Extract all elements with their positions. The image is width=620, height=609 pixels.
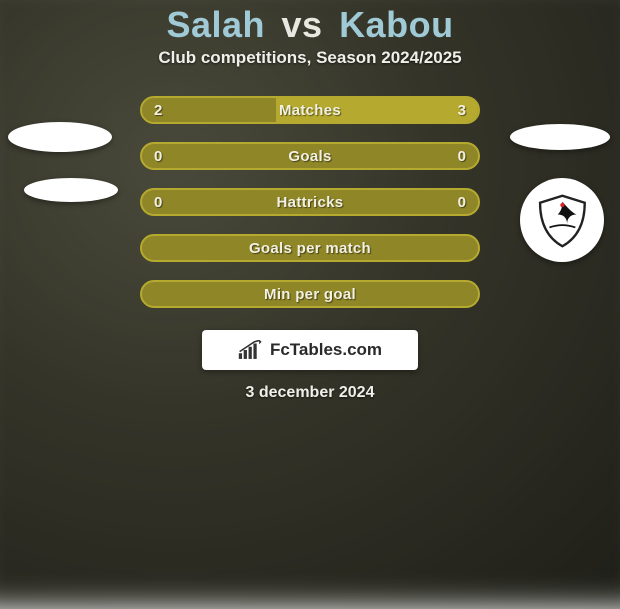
stat-label: Goals per match bbox=[249, 240, 371, 257]
player1-club-badge-2 bbox=[24, 178, 118, 202]
shield-icon bbox=[533, 191, 592, 250]
stat-row: 2 Matches 3 bbox=[140, 96, 480, 124]
stat-row: 0 Hattricks 0 bbox=[140, 188, 480, 216]
stat-label: Hattricks bbox=[277, 194, 344, 211]
player2-club-badge-2 bbox=[520, 178, 604, 262]
player1-club-badge-1 bbox=[8, 122, 112, 152]
subtitle: Club competitions, Season 2024/2025 bbox=[158, 48, 461, 68]
stat-value-left: 2 bbox=[154, 102, 162, 119]
title-player1: Salah bbox=[166, 4, 265, 45]
title-player2: Kabou bbox=[339, 4, 454, 45]
date-label: 3 december 2024 bbox=[246, 384, 375, 402]
title-vs: vs bbox=[282, 4, 323, 45]
site-label: FcTables.com bbox=[270, 340, 382, 360]
stat-value-right: 3 bbox=[458, 102, 466, 119]
stat-label: Min per goal bbox=[264, 286, 356, 303]
stat-row: 0 Goals 0 bbox=[140, 142, 480, 170]
page-title: Salah vs Kabou bbox=[166, 4, 453, 46]
player2-club-badge-1 bbox=[510, 124, 610, 150]
stat-label: Goals bbox=[288, 148, 331, 165]
stat-value-left: 0 bbox=[154, 148, 162, 165]
stat-row: Goals per match bbox=[140, 234, 480, 262]
site-tag: FcTables.com bbox=[202, 330, 418, 370]
stat-value-right: 0 bbox=[458, 148, 466, 165]
content-wrapper: Salah vs Kabou Club competitions, Season… bbox=[0, 0, 620, 580]
stat-value-right: 0 bbox=[458, 194, 466, 211]
chart-icon bbox=[238, 340, 264, 360]
stat-row: Min per goal bbox=[140, 280, 480, 308]
stat-value-left: 0 bbox=[154, 194, 162, 211]
stat-label: Matches bbox=[279, 102, 341, 119]
